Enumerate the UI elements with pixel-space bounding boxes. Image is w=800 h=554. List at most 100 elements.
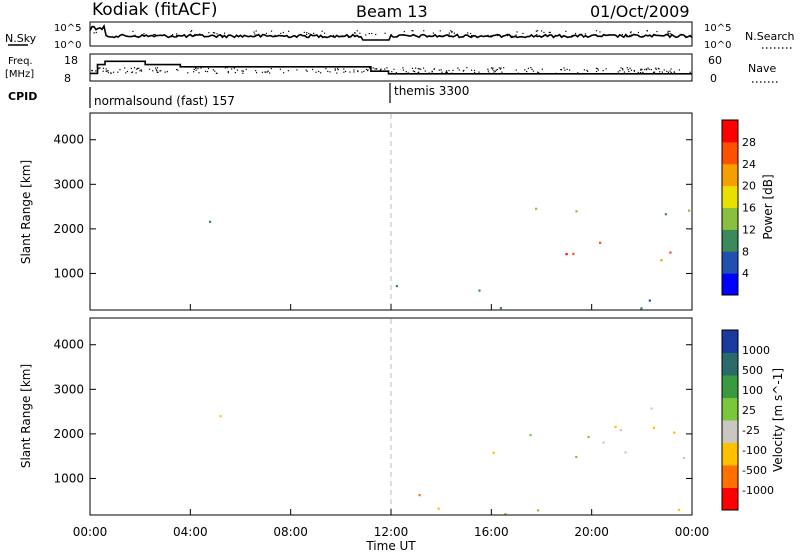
nave-dot [236, 69, 238, 71]
nave-dot [491, 68, 494, 70]
nave-dot [605, 68, 607, 70]
nave-dot [395, 72, 397, 74]
nave-dot [441, 71, 443, 73]
noise-dot [375, 33, 377, 36]
noise-dot [573, 35, 575, 37]
nave-dot [233, 67, 236, 69]
noise-dot [403, 30, 405, 33]
noise-dot [543, 31, 545, 33]
y-tick-label: 3000 [53, 382, 84, 396]
nave-dot [140, 69, 142, 71]
noise-dot [384, 32, 386, 34]
cpid-strip: CPID normalsound (fast) 157 themis 3300 [8, 83, 469, 108]
velocity-colorbar-label: Velocity [m s^-1] [771, 368, 785, 472]
nave-dot [112, 71, 115, 73]
nave-dot [654, 71, 656, 73]
nave-dot [407, 72, 409, 74]
nave-dot [327, 70, 329, 73]
colorbar-segment [722, 465, 738, 488]
noise-dot [153, 33, 155, 36]
noise-dot [565, 30, 567, 32]
colorbar-tick-label: -1000 [742, 484, 774, 497]
nave-dot [224, 67, 226, 69]
nave-dot [452, 69, 454, 71]
nave-dot [446, 72, 448, 74]
nave-dot [187, 72, 189, 74]
noise-dot [191, 30, 193, 32]
nave-dot [414, 72, 416, 74]
nave-dot [445, 72, 447, 74]
station-title: Kodiak (fitACF) [92, 0, 218, 20]
noise-dot [646, 30, 648, 32]
nave-dot [212, 69, 214, 71]
noise-dot [332, 34, 335, 37]
nave-dot [640, 69, 642, 71]
noise-dot [536, 33, 538, 36]
nave-dot [343, 68, 345, 70]
nave-dot [164, 71, 166, 73]
nave-dot [448, 69, 450, 72]
nave-dot [255, 72, 258, 74]
data-cell [395, 284, 398, 288]
nave-dot [207, 67, 210, 70]
nave-dot [91, 70, 93, 72]
nave-dot [265, 71, 267, 73]
nave-dot [315, 71, 317, 73]
x-axis-label: Time UT [365, 539, 416, 553]
data-cell [575, 210, 578, 213]
noise-dot [625, 33, 627, 35]
nave-dot [428, 72, 430, 74]
noise-dot [629, 34, 631, 37]
data-cell [575, 455, 578, 459]
nave-dot [666, 70, 668, 72]
nave-dot [420, 68, 422, 70]
colorbar-tick-label: 500 [742, 364, 763, 377]
nave-dot [619, 70, 621, 72]
noise-dot [216, 33, 218, 35]
nave-dot [369, 67, 371, 69]
noise-dot [656, 30, 658, 33]
nave-dot [366, 70, 369, 72]
data-cell [418, 494, 421, 497]
nave-dot [673, 72, 675, 74]
y-tick-label: 2000 [53, 222, 84, 236]
nave-dot [386, 67, 388, 69]
nave-dot [655, 67, 657, 69]
noise-dot [448, 32, 450, 34]
nave-dot [349, 71, 351, 73]
nave-dot [577, 72, 579, 74]
nave-dot [496, 68, 498, 71]
nave-dot [329, 71, 331, 73]
nave-dot [422, 67, 425, 69]
nave-dot [166, 71, 168, 73]
noise-dot [432, 32, 434, 34]
nave-dot [139, 70, 141, 72]
power-colorbar-label: Power [dB] [761, 174, 775, 239]
power-panel: 1000 2000 3000 4000 Slant Range [km] [19, 112, 693, 311]
nave-dot [261, 71, 264, 73]
data-cell [602, 441, 605, 444]
nave-dot [617, 71, 619, 73]
nave-dot [620, 67, 622, 69]
nave-dot [126, 70, 129, 73]
nave-dot [438, 69, 440, 71]
nave-dot [125, 72, 127, 74]
nave-dot [418, 68, 420, 70]
noise-dot [356, 30, 358, 32]
nave-dot [560, 69, 563, 71]
nave-dot [637, 71, 639, 74]
frequency-line [90, 60, 692, 75]
nave-dot [493, 72, 495, 74]
y-tick-label: 1000 [53, 471, 84, 485]
data-cell [587, 435, 590, 439]
noise-dot [258, 33, 260, 35]
noise-dot [630, 31, 632, 33]
nave-dot [384, 68, 386, 70]
nave-dot [663, 69, 665, 71]
nave-dot [361, 71, 363, 73]
nave-dot [363, 70, 365, 72]
noise-dot [548, 31, 550, 34]
nave-dot [393, 68, 395, 70]
nave-dot [652, 71, 655, 73]
